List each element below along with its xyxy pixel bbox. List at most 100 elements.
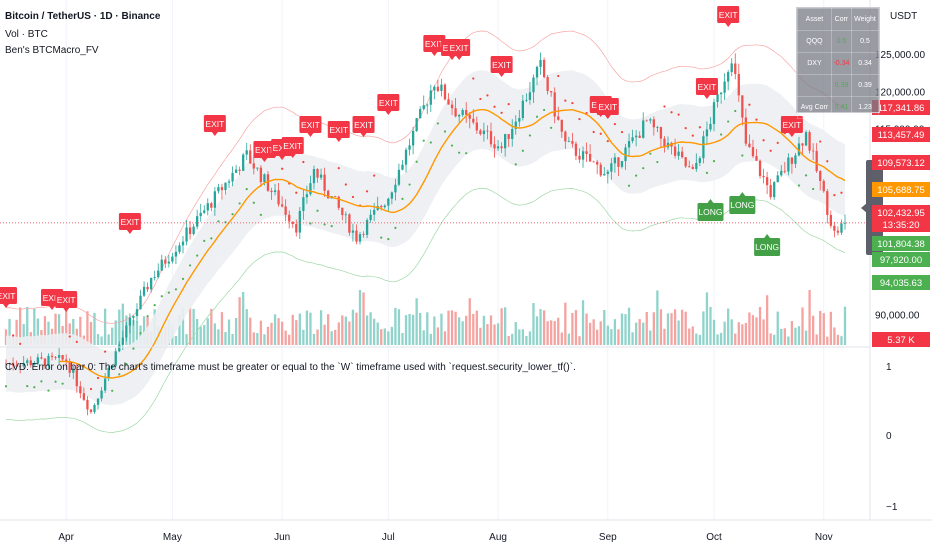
candle[interactable] [341, 207, 344, 216]
candle[interactable] [61, 355, 64, 360]
symbol-title[interactable]: Bitcoin / TetherUS · 1D · Binance [5, 11, 161, 22]
price-tag[interactable]: 97,920.00 [872, 252, 930, 267]
candle[interactable] [723, 81, 726, 93]
candle[interactable] [411, 130, 415, 146]
candle[interactable] [160, 259, 163, 271]
candle[interactable] [26, 360, 29, 364]
candle[interactable] [719, 92, 723, 95]
candle[interactable] [19, 365, 22, 367]
candle[interactable] [684, 157, 687, 167]
candle[interactable] [801, 143, 804, 146]
candle[interactable] [68, 361, 71, 373]
candle[interactable] [22, 363, 25, 367]
candle[interactable] [298, 210, 301, 233]
candle[interactable] [107, 367, 110, 379]
candle[interactable] [196, 216, 199, 227]
candle[interactable] [528, 92, 532, 100]
candle[interactable] [93, 404, 96, 412]
candle[interactable] [415, 118, 418, 131]
candle[interactable] [613, 157, 617, 164]
candle[interactable] [811, 150, 815, 152]
candle[interactable] [493, 144, 496, 149]
candle[interactable] [539, 59, 542, 67]
candle[interactable] [673, 146, 677, 156]
exit-signal[interactable]: EXIT [327, 121, 350, 142]
candle[interactable] [797, 143, 801, 156]
candle[interactable] [249, 150, 252, 164]
candle[interactable] [185, 227, 188, 242]
candle[interactable] [790, 157, 794, 164]
candle[interactable] [390, 192, 394, 199]
candle[interactable] [592, 161, 595, 163]
price-tag[interactable]: 5.37 K [872, 332, 930, 347]
candle[interactable] [79, 386, 82, 394]
candle[interactable] [787, 157, 790, 172]
candle[interactable] [266, 174, 270, 191]
candle[interactable] [606, 171, 609, 174]
candle[interactable] [652, 119, 655, 128]
candle[interactable] [574, 143, 578, 156]
candle[interactable] [96, 398, 100, 405]
candle[interactable] [135, 309, 139, 316]
candle[interactable] [164, 259, 167, 264]
candle[interactable] [727, 72, 730, 82]
candle[interactable] [362, 234, 365, 236]
candle[interactable] [769, 185, 772, 198]
candle[interactable] [433, 86, 436, 91]
candle[interactable] [758, 160, 762, 177]
candle[interactable] [659, 126, 663, 139]
candle[interactable] [525, 99, 528, 101]
candle[interactable] [840, 223, 843, 233]
candle[interactable] [15, 365, 18, 367]
candle[interactable] [429, 90, 432, 105]
candle[interactable] [227, 181, 231, 183]
candle[interactable] [496, 146, 500, 149]
candle[interactable] [75, 369, 78, 387]
candle[interactable] [755, 156, 758, 161]
candle[interactable] [780, 170, 783, 176]
candle[interactable] [358, 234, 362, 242]
candle[interactable] [284, 206, 287, 215]
candle[interactable] [50, 355, 54, 357]
candle[interactable] [11, 363, 15, 366]
candles[interactable] [4, 52, 847, 416]
candle[interactable] [454, 108, 457, 117]
candle[interactable] [730, 63, 733, 73]
candle[interactable] [741, 95, 744, 118]
candle[interactable] [111, 365, 114, 368]
exit-signal[interactable]: EXIT [203, 115, 226, 136]
candle[interactable] [691, 167, 694, 170]
candle[interactable] [344, 214, 347, 216]
candle[interactable] [114, 351, 117, 366]
candle[interactable] [557, 116, 560, 120]
candle[interactable] [302, 197, 305, 211]
exit-signal[interactable]: EXIT [717, 6, 740, 27]
candle[interactable] [100, 390, 103, 399]
candle[interactable] [465, 110, 468, 115]
candle[interactable] [178, 245, 181, 252]
candle[interactable] [149, 277, 153, 290]
candle[interactable] [542, 59, 546, 78]
candle[interactable] [8, 363, 11, 365]
long-signal[interactable]: LONG [697, 199, 724, 221]
candle[interactable] [514, 121, 517, 129]
candle[interactable] [702, 136, 705, 159]
candle[interactable] [33, 363, 36, 366]
candle[interactable] [624, 147, 627, 162]
candle[interactable] [511, 128, 514, 139]
candle[interactable] [461, 110, 464, 116]
long-signal[interactable]: LONG [729, 192, 756, 214]
candle[interactable] [581, 151, 585, 160]
candle[interactable] [631, 137, 634, 142]
candle[interactable] [751, 147, 755, 157]
exit-signal[interactable]: EXIT [596, 98, 619, 119]
candle[interactable] [132, 315, 135, 318]
currency-unit[interactable]: USDT [890, 11, 918, 22]
price-tag[interactable]: 94,035.63 [872, 275, 930, 290]
candle[interactable] [256, 167, 259, 169]
candle[interactable] [288, 214, 291, 222]
candle[interactable] [36, 357, 40, 364]
candle[interactable] [436, 86, 440, 91]
candle[interactable] [199, 212, 202, 217]
candle[interactable] [489, 131, 493, 145]
